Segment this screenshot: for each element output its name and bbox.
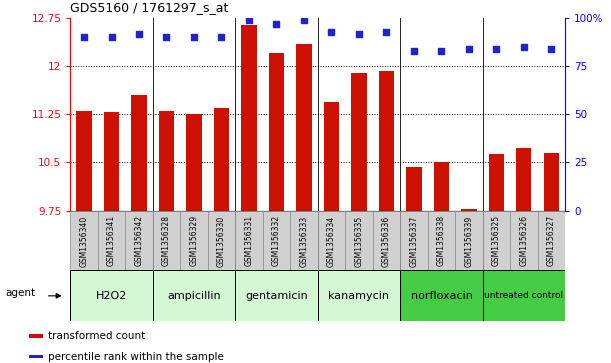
Point <box>464 46 474 52</box>
Bar <box>104 113 119 211</box>
Text: gentamicin: gentamicin <box>245 291 308 301</box>
Text: GSM1356339: GSM1356339 <box>464 215 474 266</box>
Bar <box>263 211 290 270</box>
Bar <box>318 270 400 321</box>
Point <box>189 34 199 40</box>
Bar <box>235 211 263 270</box>
Text: ampicillin: ampicillin <box>167 291 221 301</box>
Bar <box>131 95 147 211</box>
Point <box>272 21 282 27</box>
Bar <box>516 148 532 211</box>
Bar <box>455 211 483 270</box>
Bar <box>510 211 538 270</box>
Text: H2O2: H2O2 <box>96 291 127 301</box>
Text: GSM1356327: GSM1356327 <box>547 215 556 266</box>
Bar <box>241 25 257 211</box>
Bar <box>98 211 125 270</box>
Bar <box>379 72 394 211</box>
Bar <box>180 211 208 270</box>
Text: GSM1356337: GSM1356337 <box>409 215 419 266</box>
Point <box>244 17 254 23</box>
Text: GSM1356340: GSM1356340 <box>79 215 89 266</box>
Text: GDS5160 / 1761297_s_at: GDS5160 / 1761297_s_at <box>70 1 229 14</box>
Text: GSM1356333: GSM1356333 <box>299 215 309 266</box>
Bar <box>324 102 339 211</box>
Text: agent: agent <box>5 288 36 298</box>
Point <box>409 48 419 54</box>
Bar <box>538 211 565 270</box>
Bar <box>186 114 202 211</box>
Text: GSM1356331: GSM1356331 <box>244 215 254 266</box>
Point <box>354 30 364 36</box>
Bar <box>29 355 43 358</box>
Text: GSM1356338: GSM1356338 <box>437 215 446 266</box>
Bar <box>406 167 422 211</box>
Bar <box>125 211 153 270</box>
Bar <box>70 270 153 321</box>
Text: GSM1356329: GSM1356329 <box>189 215 199 266</box>
Point <box>134 30 144 36</box>
Bar <box>483 211 510 270</box>
Bar <box>489 154 504 211</box>
Text: GSM1356332: GSM1356332 <box>272 215 281 266</box>
Point <box>519 44 529 50</box>
Text: transformed count: transformed count <box>48 331 145 341</box>
Text: GSM1356328: GSM1356328 <box>162 215 171 266</box>
Text: GSM1356335: GSM1356335 <box>354 215 364 266</box>
Bar <box>400 211 428 270</box>
Text: GSM1356330: GSM1356330 <box>217 215 226 266</box>
Text: percentile rank within the sample: percentile rank within the sample <box>48 352 224 362</box>
Point <box>161 34 171 40</box>
Bar <box>318 211 345 270</box>
Bar <box>428 211 455 270</box>
Bar <box>373 211 400 270</box>
Point <box>299 17 309 23</box>
Text: untreated control: untreated control <box>485 291 563 300</box>
Text: GSM1356325: GSM1356325 <box>492 215 501 266</box>
Text: GSM1356334: GSM1356334 <box>327 215 336 266</box>
Point <box>79 34 89 40</box>
Point <box>217 34 227 40</box>
Point <box>492 46 502 52</box>
Bar <box>434 163 449 211</box>
Bar <box>208 211 235 270</box>
Text: kanamycin: kanamycin <box>329 291 389 301</box>
Point <box>107 34 117 40</box>
Bar <box>269 53 284 211</box>
Point <box>547 46 557 52</box>
Bar <box>345 211 373 270</box>
Bar <box>461 209 477 211</box>
Bar <box>29 334 43 338</box>
Bar <box>214 108 229 211</box>
Text: GSM1356326: GSM1356326 <box>519 215 529 266</box>
Bar <box>153 211 180 270</box>
Point <box>381 29 392 34</box>
Bar <box>290 211 318 270</box>
Text: GSM1356336: GSM1356336 <box>382 215 391 266</box>
Bar <box>544 153 559 211</box>
Bar <box>159 111 174 211</box>
Point <box>327 29 337 34</box>
Bar <box>400 270 483 321</box>
Bar <box>351 73 367 211</box>
Bar <box>76 111 92 211</box>
Text: GSM1356341: GSM1356341 <box>107 215 116 266</box>
Point <box>437 48 447 54</box>
Text: GSM1356342: GSM1356342 <box>134 215 144 266</box>
Bar <box>153 270 235 321</box>
Text: norfloxacin: norfloxacin <box>411 291 472 301</box>
Bar <box>70 211 98 270</box>
Bar <box>483 270 565 321</box>
Bar <box>296 44 312 211</box>
Bar <box>235 270 318 321</box>
